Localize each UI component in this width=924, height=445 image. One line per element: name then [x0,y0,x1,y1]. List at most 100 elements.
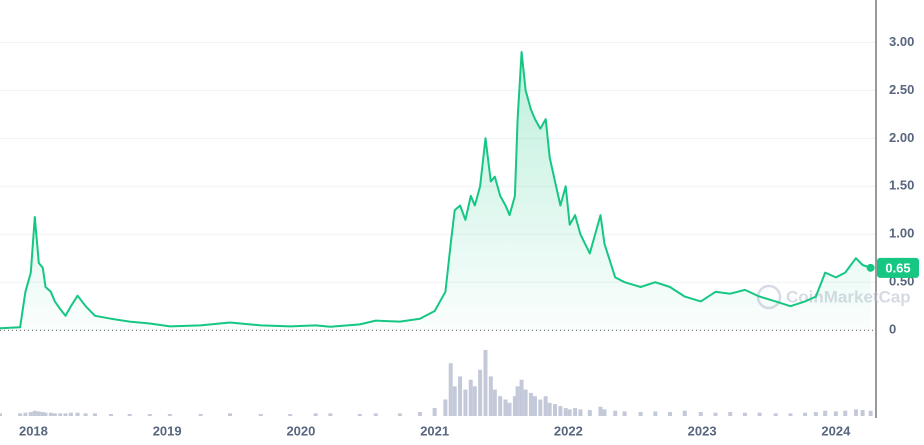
volume-bar [563,408,568,416]
volume-bar [472,386,477,416]
volume-bar [18,413,23,416]
volume-bar [573,408,578,416]
volume-bar [147,414,152,416]
volume-bar [109,414,114,416]
volume-bar [488,376,493,416]
volume-bar [515,386,520,416]
volume-bar [728,412,733,416]
volume-bar [458,376,463,416]
volume-bar [578,409,583,416]
volume-bar [602,409,607,416]
volume-bar [288,414,293,416]
volume-bar [23,412,28,416]
volume-bar [868,410,873,416]
volume-bar [478,369,483,416]
volume-bar [83,413,88,416]
current-price-box [877,257,919,278]
volume-bar [843,410,848,416]
volume-bar [823,410,828,416]
last-point [866,263,875,272]
volume-bar [75,412,80,416]
volume-bar [653,411,658,416]
volume-bar [507,402,512,416]
volume-bar [528,392,533,416]
volume-bar [328,413,333,416]
volume-bar [397,413,402,416]
volume-bar [638,412,643,416]
volume-bar [567,409,572,416]
volume-bar [40,412,45,416]
volume-bar [58,413,63,416]
volume-bar [860,410,865,416]
volume-bar [498,396,503,416]
volume-bar [0,413,2,416]
y-tick-label: 0 [889,322,896,337]
volume-bar [198,414,203,416]
volume-bar [448,363,453,416]
volume-bar [468,379,473,416]
volume-bar [543,396,548,416]
volume-bar [43,412,48,416]
volume-bar [668,412,673,416]
volume-bar [228,413,233,416]
volume-bar [463,389,468,416]
volume-bar [63,413,68,416]
x-tick-label: 2019 [153,423,182,438]
volume-bar [757,412,762,416]
current-price-label: 0.65 [885,260,910,275]
volume-bar [833,411,838,416]
volume-bar [553,404,558,416]
volume-bar [587,410,592,416]
volume-bar [713,412,718,416]
volume-bar [788,413,793,416]
volume-bar [773,413,778,416]
volume-bar [32,410,37,416]
volume-bar [432,408,437,416]
price-area [0,52,871,331]
volume-bar [127,414,132,416]
volume-bar [36,411,41,416]
y-tick-label: 1.00 [889,226,914,241]
volume-bar [68,412,73,416]
volume-bar [452,386,457,416]
volume-bar [523,389,528,416]
volume-bar [512,396,517,416]
volume-bar [92,413,97,416]
volume-bar [443,399,448,416]
volume-bar [258,414,263,416]
x-tick-label: 2020 [286,423,315,438]
volume-bar [532,396,537,416]
volume-bar [519,379,524,416]
volume-bar [417,412,422,416]
x-tick-label: 2022 [554,423,583,438]
y-tick-label: 3.00 [889,34,914,49]
volume-bar [622,411,627,416]
x-tick-label: 2024 [821,423,851,438]
x-tick-label: 2018 [19,423,48,438]
volume-bar [538,399,543,416]
price-line [0,51,872,330]
volume-bar [613,410,618,416]
x-tick-label: 2021 [420,423,449,438]
volume-bar [167,414,172,416]
volume-bar [48,412,53,416]
y-tick-label: 2.50 [889,82,914,97]
volume-bar [813,412,818,416]
y-tick-label: 2.00 [889,130,914,145]
volume-bar [598,406,603,416]
volume-bar [742,412,747,416]
volume-bar [357,414,362,416]
volume-bar [853,409,858,416]
x-tick-label: 2023 [688,423,717,438]
volume-bar [698,412,703,416]
volume-bar [28,412,33,416]
volume-bar [503,399,508,416]
volume-bar [558,406,563,416]
volume-bar [52,413,57,416]
volume-bar [547,402,552,416]
volume-bar [313,413,318,416]
volume-bar [803,412,808,416]
volume-bar [373,413,378,416]
volume-bar [492,389,497,416]
